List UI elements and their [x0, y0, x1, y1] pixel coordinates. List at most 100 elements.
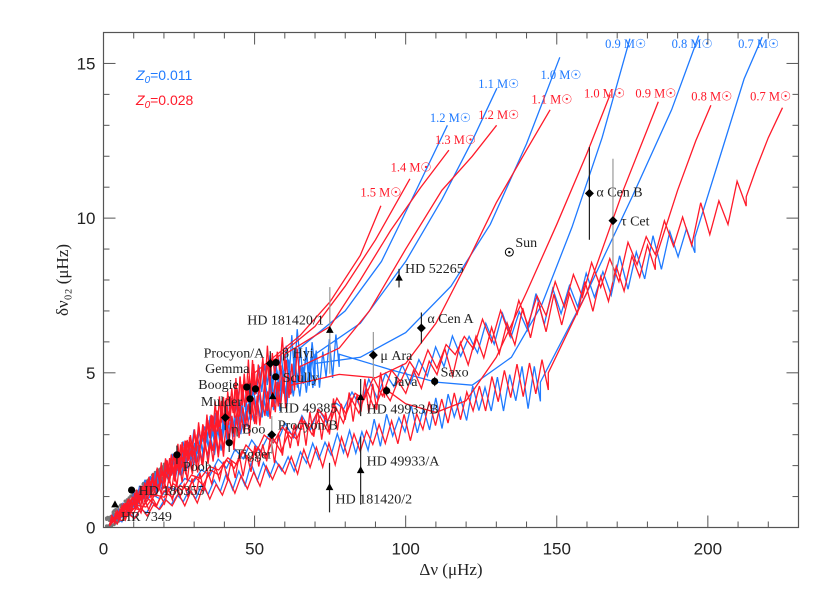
legend-subscript: 0 [145, 75, 151, 86]
x-tick-label: 50 [245, 540, 264, 559]
star--cet: τ Cet [608, 158, 650, 283]
y-tick-label: 0 [86, 519, 95, 538]
legend-subscript: 0 [145, 100, 151, 111]
triangle-marker [395, 273, 403, 281]
star-saxo: Saxo [431, 365, 469, 387]
star-mulder: Mulder [201, 383, 254, 415]
triangle-marker [326, 325, 334, 333]
star-java: Java [383, 375, 418, 396]
diamond-marker [368, 350, 378, 360]
legend-value: =0.011 [150, 67, 192, 83]
star-hd-49933-a: HD 49933/A [356, 436, 440, 505]
circle-marker [251, 385, 260, 393]
diamond-marker [265, 359, 275, 369]
star-label: HD 186355 [139, 484, 205, 499]
star-label: Procyon/A [204, 347, 266, 362]
y-axis-label: δν₀₂ (μHz) [53, 244, 72, 316]
legend-symbol: Z [135, 92, 145, 108]
track-red-1.2: 1.2 M☉ [108, 108, 519, 527]
star-label: Tigger [235, 448, 272, 463]
sun-symbol-dot [508, 250, 511, 254]
star-tigger: Tigger [225, 433, 272, 463]
track-line [108, 107, 784, 526]
x-tick-label: 100 [391, 540, 419, 559]
star--ara: μ Ara [368, 331, 413, 379]
mass-label: 1.0 M☉ [584, 86, 625, 100]
star-label: Sun [515, 236, 537, 251]
sun-symbol-ring [504, 247, 514, 257]
star-hd-181420-2: HD 181420/2 [325, 462, 412, 513]
circle-marker [383, 387, 391, 395]
circle-marker [243, 383, 251, 391]
mass-label: 1.2 M☉ [478, 108, 519, 122]
star-sun: Sun [504, 236, 537, 257]
star-procyon-b: Procyon/B [267, 416, 338, 454]
track-red-0.9: 0.9 M☉ [108, 86, 676, 527]
mass-label: 1.1 M☉ [478, 77, 519, 91]
star-hd-49385: HD 49385 [268, 392, 338, 417]
star-label: Saxo [441, 365, 469, 380]
y-tick-label: 10 [77, 209, 96, 228]
track-red-1.0: 1.0 M☉ [108, 86, 625, 526]
star-label: Gemma [205, 362, 250, 377]
legend-entry: Z0=0.011 [135, 67, 193, 86]
triangle-marker [356, 393, 365, 401]
star-label: η Boo [231, 423, 265, 438]
star-label: HD 49385 [279, 402, 338, 417]
y-tick-label: 5 [86, 364, 95, 383]
star-label: Pooh [183, 460, 212, 475]
mass-label: 1.0 M☉ [540, 68, 581, 82]
circle-marker [272, 373, 280, 381]
legend-entry: Z0=0.028 [135, 92, 194, 111]
cloud-point [112, 509, 116, 513]
star-label: τ Cet [621, 215, 650, 230]
star--boo: η Boo [220, 405, 265, 438]
star-pooh: Pooh [173, 445, 212, 475]
triangle-marker [111, 500, 119, 508]
mass-label: 1.4 M☉ [391, 161, 432, 175]
star-label: Procyon/B [278, 419, 338, 434]
star-gemma: Gemma [205, 362, 260, 393]
diamond-marker [608, 216, 618, 226]
mass-label: 0.7 M☉ [750, 90, 791, 104]
mass-label: 1.5 M☉ [360, 185, 401, 199]
star-hd-186355: HD 186355 [128, 484, 204, 499]
star-label: Mulder [201, 395, 243, 410]
triangle-marker [268, 392, 277, 400]
circle-marker [246, 395, 254, 403]
diamond-marker [267, 430, 277, 440]
mass-label: 1.3 M☉ [435, 133, 476, 147]
track-line [108, 101, 659, 527]
mass-label: 0.8 M☉ [691, 90, 732, 104]
circle-marker [272, 359, 280, 367]
x-tick-label: 200 [694, 540, 722, 559]
star--hyi: β Hyi [272, 347, 314, 367]
circle-marker [225, 439, 233, 447]
mass-label: 0.9 M☉ [605, 37, 646, 51]
legend-symbol: Z [135, 67, 145, 83]
mass-label: 0.7 M☉ [738, 37, 779, 51]
track-red-0.7: 0.7 M☉ [108, 90, 791, 526]
star--cen-b: α Cen B [584, 146, 643, 240]
star-hd-181420-1: HD 181420/1 [247, 287, 334, 374]
mass-label: 0.9 M☉ [635, 86, 676, 100]
track-blue-0.7: 0.7 M☉ [108, 36, 779, 526]
star-scully: Scully [272, 371, 319, 386]
x-tick-label: 0 [99, 540, 108, 559]
diamond-marker [416, 323, 426, 333]
y-tick-label: 15 [77, 54, 96, 73]
circle-marker [431, 377, 439, 386]
track-line [108, 94, 611, 526]
star--cen-a: α Cen A [416, 312, 475, 344]
star-label: HD 49933/B [367, 403, 439, 418]
cloud-point [105, 517, 109, 522]
star-label: α Cen A [427, 312, 474, 327]
star-label: Scully [283, 371, 319, 386]
mass-label: 0.8 M☉ [672, 37, 713, 51]
circle-marker [173, 451, 181, 459]
triangle-marker [356, 466, 365, 474]
star-label: α Cen B [596, 185, 642, 200]
mass-label: 1.2 M☉ [430, 111, 471, 125]
